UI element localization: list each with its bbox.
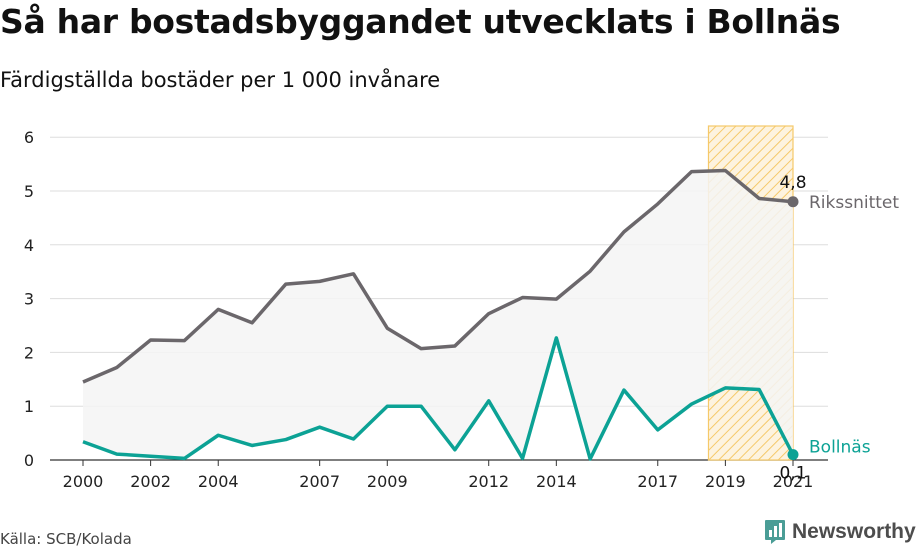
national-end-point xyxy=(787,196,799,208)
newsworthy-icon xyxy=(765,520,785,544)
x-tick-label: 2017 xyxy=(637,472,678,491)
y-tick-label: 1 xyxy=(24,397,34,416)
series-line-national xyxy=(82,168,794,384)
series-line-local xyxy=(82,336,795,461)
gap-area xyxy=(83,170,793,459)
x-tick-label: 2014 xyxy=(536,472,577,491)
chart-subtitle: Färdigställda bostäder per 1 000 invånar… xyxy=(0,68,441,92)
x-tick-label: 2009 xyxy=(367,472,408,491)
national-value-label: 4,8 xyxy=(779,173,806,193)
x-tick-label: 2019 xyxy=(705,472,746,491)
local-value-label: 0,1 xyxy=(779,464,806,484)
y-tick-label: 2 xyxy=(24,343,34,362)
local-end-point xyxy=(787,449,799,461)
chart-title: Så har bostadsbyggandet utvecklats i Bol… xyxy=(0,2,841,41)
local-series-label: Bollnäs xyxy=(809,438,871,458)
y-axis-ticks: 0 1 2 3 4 5 6 xyxy=(24,128,34,470)
y-tick-label: 3 xyxy=(24,290,34,309)
x-tick-label: 2007 xyxy=(299,472,340,491)
x-axis-ticks: 2000 2002 2004 2007 2009 2012 2014 2017 2019 2021 xyxy=(63,460,814,491)
national-series-label: Rikssnittet xyxy=(809,193,899,213)
national-area xyxy=(83,170,793,459)
brand-logo: Newsworthy xyxy=(764,519,916,545)
x-tick-label: 2004 xyxy=(198,472,239,491)
y-tick-label: 4 xyxy=(24,236,34,255)
y-tick-label: 0 xyxy=(24,451,34,470)
x-tick-label: 2012 xyxy=(468,472,509,491)
x-tick-label: 2000 xyxy=(63,472,104,491)
x-tick-label: 2021 xyxy=(773,472,814,491)
y-tick-label: 5 xyxy=(24,182,34,201)
source-note: Källa: SCB/Kolada xyxy=(0,530,132,548)
x-tick-label: 2002 xyxy=(130,472,171,491)
y-tick-label: 6 xyxy=(24,128,34,147)
brand-name: Newsworthy xyxy=(792,520,916,543)
series-lines xyxy=(82,168,799,461)
